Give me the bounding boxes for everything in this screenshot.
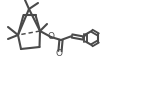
Text: O: O — [48, 32, 55, 41]
Text: O: O — [56, 49, 63, 58]
